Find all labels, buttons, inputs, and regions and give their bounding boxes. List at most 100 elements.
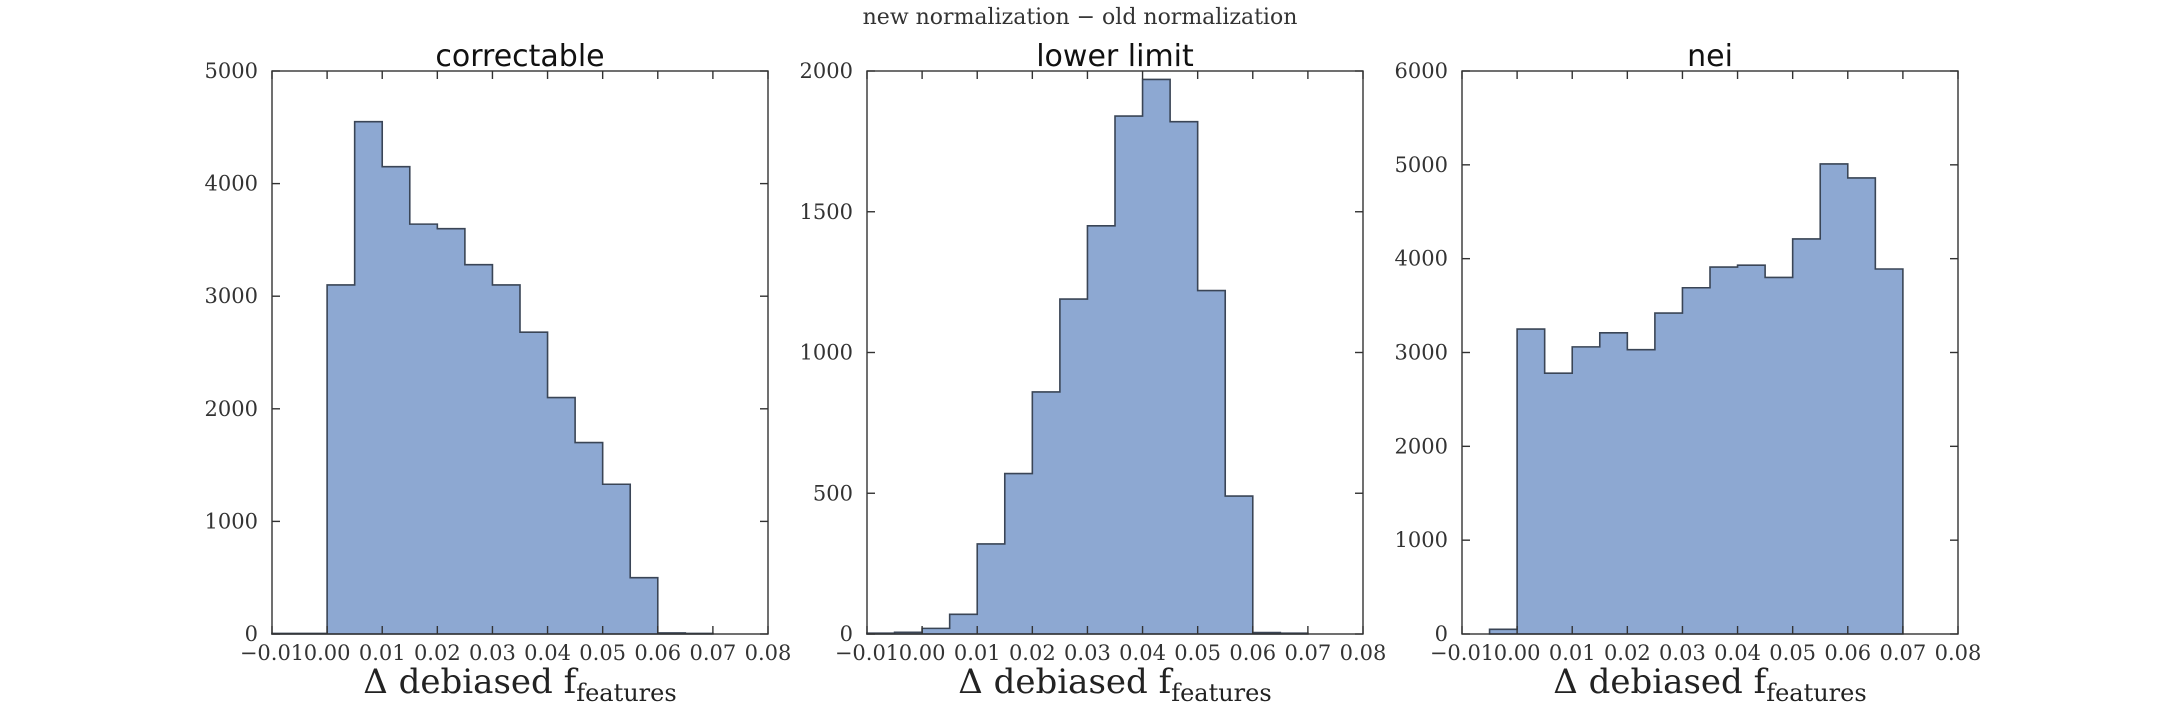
histogram-bars <box>866 78 1309 635</box>
histogram-bin <box>1572 347 1600 634</box>
histogram-bin <box>922 628 950 634</box>
x-axis-label-subscript: features <box>576 679 677 707</box>
x-tick-label: 0.02 <box>1009 641 1056 665</box>
histogram-bin <box>1738 265 1766 634</box>
histogram-bin <box>1545 373 1573 634</box>
histogram-bin <box>1005 474 1033 634</box>
x-tick-label: 0.03 <box>1659 641 1706 665</box>
x-tick-label: 0.02 <box>1604 641 1651 665</box>
x-axis-label: Δ debiased ffeatures <box>1553 662 1866 707</box>
x-tick-label: 0.08 <box>1935 641 1982 665</box>
axes-frame <box>271 70 769 635</box>
x-tick-label: −0.01 <box>1430 641 1494 665</box>
histogram-bin <box>1170 122 1198 634</box>
x-tick-label: 0.07 <box>1285 641 1332 665</box>
x-axis-label-main: Δ debiased f <box>363 662 578 702</box>
x-tick-label: 0.01 <box>359 641 406 665</box>
y-tick-label: 0 <box>245 622 258 646</box>
histogram-bin <box>437 229 465 634</box>
y-tick-label: 1000 <box>1395 528 1448 552</box>
x-tick-label: 0.03 <box>1064 641 1111 665</box>
histogram-bin <box>1682 288 1710 634</box>
histogram-bin <box>382 167 410 634</box>
x-tick-label: 0.08 <box>1340 641 1387 665</box>
histogram-bin <box>575 443 603 634</box>
histogram-bin <box>1087 226 1115 634</box>
histogram-bin <box>1517 329 1545 634</box>
y-tick-label: 0 <box>840 622 853 646</box>
y-tick-label: 3000 <box>205 284 258 308</box>
x-tick-label: 0.05 <box>1174 641 1221 665</box>
y-tick-label: 3000 <box>1395 341 1448 365</box>
histogram-bin <box>1848 178 1876 634</box>
histogram-bars <box>1488 163 1904 635</box>
y-tick-label: 4000 <box>1395 247 1448 271</box>
histogram-bin <box>410 224 438 634</box>
x-tick-label: 0.00 <box>899 641 946 665</box>
histogram-bin <box>355 122 383 634</box>
x-axis-label-subscript: features <box>1766 679 1867 707</box>
histogram-bin <box>1710 267 1738 634</box>
histogram-bin <box>950 614 978 634</box>
y-tick-label: 0 <box>1435 622 1448 646</box>
x-tick-label: 0.06 <box>634 641 681 665</box>
histogram-bin <box>1820 164 1848 634</box>
x-tick-label: 0.03 <box>469 641 516 665</box>
histogram-bin <box>1060 299 1088 634</box>
histogram-bin <box>492 285 520 634</box>
x-tick-label: 0.06 <box>1229 641 1276 665</box>
histogram-bin <box>520 332 548 634</box>
x-tick-label: 0.06 <box>1824 641 1871 665</box>
histogram-panel-1: −0.01 0.00 0.01 0.02 0.03 0.04 0.05 0.06 0.07 0.0… <box>205 39 792 707</box>
x-tick-label: 0.04 <box>1714 641 1761 665</box>
histogram-bin <box>465 265 493 634</box>
histogram-panel-2: −0.01 0.00 0.01 0.02 0.03 0.04 0.05 0.06 0.07 0.0… <box>800 39 1387 707</box>
y-tick-label: 2000 <box>1395 434 1448 458</box>
y-tick-label: 1000 <box>205 509 258 533</box>
histogram-bars <box>271 120 714 635</box>
x-tick-label: 0.02 <box>414 641 461 665</box>
x-tick-label: 0.00 <box>1494 641 1541 665</box>
x-axis-label-main: Δ debiased f <box>958 662 1173 702</box>
histogram-bin <box>977 544 1005 634</box>
x-tick-label: −0.01 <box>240 641 304 665</box>
y-tick-label: 5000 <box>205 59 258 83</box>
histogram-bin <box>1655 313 1683 634</box>
x-tick-label: −0.01 <box>835 641 899 665</box>
y-tick-label: 1500 <box>800 200 853 224</box>
x-axis-label: Δ debiased ffeatures <box>958 662 1271 707</box>
x-tick-label: 0.05 <box>579 641 626 665</box>
histogram-bin <box>1600 333 1628 634</box>
histogram-bin <box>1225 496 1253 634</box>
histogram-bin <box>603 484 631 634</box>
y-tick-label: 6000 <box>1395 59 1448 83</box>
panel-title: correctable <box>435 39 604 74</box>
x-tick-label: 0.08 <box>745 641 792 665</box>
histogram-bin <box>1143 79 1171 634</box>
histogram-bin <box>1627 350 1655 634</box>
panel-title: lower limit <box>1036 39 1194 74</box>
histogram-bin <box>327 285 355 634</box>
histogram-panels: −0.01 0.00 0.01 0.02 0.03 0.04 0.05 0.06 0.07 0.0… <box>205 39 1982 707</box>
y-tick-label: 500 <box>813 481 853 505</box>
x-tick-label: 0.07 <box>1880 641 1927 665</box>
x-tick-label: 0.00 <box>304 641 351 665</box>
panel-title: nei <box>1687 39 1733 74</box>
histogram-bin <box>1115 116 1143 634</box>
histogram-bin <box>1490 629 1518 634</box>
x-tick-label: 0.01 <box>1549 641 1596 665</box>
histogram-panel-3: −0.01 0.00 0.01 0.02 0.03 0.04 0.05 0.06 0.07 0.0… <box>1395 39 1982 707</box>
y-tick-label: 2000 <box>205 397 258 421</box>
y-tick-label: 5000 <box>1395 153 1448 177</box>
x-tick-label: 0.07 <box>690 641 737 665</box>
x-axis-label: Δ debiased ffeatures <box>363 662 676 707</box>
histogram-bin <box>1875 269 1903 634</box>
x-axis-label-subscript: features <box>1171 679 1272 707</box>
y-tick-label: 2000 <box>800 59 853 83</box>
x-tick-label: 0.05 <box>1769 641 1816 665</box>
histogram-bin <box>548 398 576 634</box>
histogram-bin <box>630 578 658 634</box>
histogram-bin <box>1793 239 1821 634</box>
histogram-bin <box>1032 392 1060 634</box>
